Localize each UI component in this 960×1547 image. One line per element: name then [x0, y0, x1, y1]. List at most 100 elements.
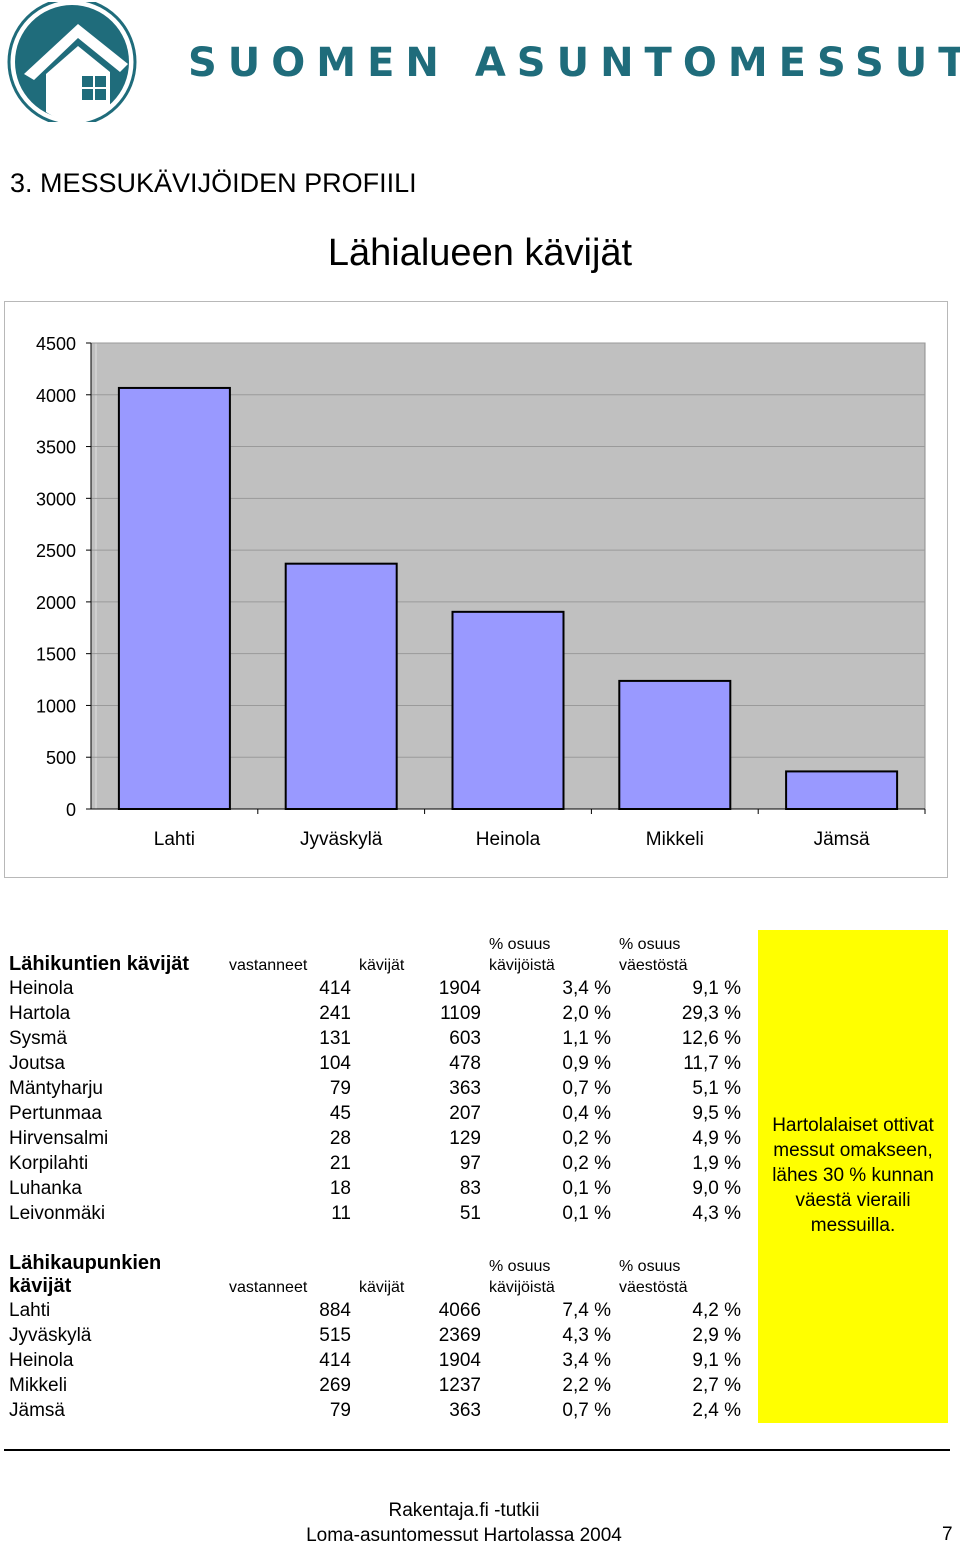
col-header-share-visitors-line2: kävijöistä [489, 957, 555, 974]
y-tick-label: 2500 [36, 541, 76, 561]
cell-share-population: 4,2 % [692, 1299, 741, 1321]
cell-visitors: 1109 [440, 1002, 481, 1024]
cell-share-population: 2,9 % [692, 1324, 741, 1346]
nearby-municipalities-table: Lähikuntien kävijät vastanneet kävijät %… [9, 928, 741, 1226]
table-row: Jämsä 79 363 0,7 % 2,4 % [9, 1398, 741, 1423]
table-row: Korpilahti 21 97 0,2 % 1,9 % [9, 1151, 741, 1176]
table-row: Jyväskylä 515 2369 4,3 % 2,9 % [9, 1323, 741, 1348]
table-title-line1: Lähikaupunkien [9, 1252, 162, 1274]
cell-share-population: 2,7 % [692, 1374, 741, 1396]
table-title: Lähikuntien kävijät [9, 953, 190, 975]
cell-visitors: 363 [449, 1399, 481, 1421]
cell-share-visitors: 0,7 % [562, 1077, 611, 1099]
cell-name: Leivonmäki [9, 1202, 106, 1224]
cell-visitors: 363 [449, 1077, 481, 1099]
cell-share-visitors: 0,1 % [562, 1177, 611, 1199]
table-row: Joutsa 104 478 0,9 % 11,7 % [9, 1051, 741, 1076]
cell-visitors: 603 [449, 1027, 481, 1049]
cell-share-population: 12,6 % [681, 1027, 741, 1049]
x-tick-label: Heinola [476, 829, 541, 850]
cell-respondents: 515 [319, 1324, 351, 1346]
cell-respondents: 18 [329, 1177, 351, 1199]
table-row: Lahti 884 4066 7,4 % 4,2 % [9, 1298, 741, 1323]
cell-share-visitors: 0,9 % [562, 1052, 611, 1074]
cell-name: Lahti [9, 1299, 51, 1321]
bar-chart: 0 500 1000 1500 2000 2500 3000 3500 4000 4500 Laht… [4, 301, 948, 878]
cell-visitors: 478 [449, 1052, 481, 1074]
x-tick-label: Mikkeli [646, 829, 704, 850]
cell-name: Hirvensalmi [9, 1127, 109, 1149]
table-row: Mikkeli 269 1237 2,2 % 2,7 % [9, 1373, 741, 1398]
cell-share-visitors: 0,2 % [562, 1127, 611, 1149]
page-number: 7 [942, 1524, 953, 1545]
cell-share-visitors: 0,7 % [562, 1399, 611, 1421]
table-row: Leivonmäki 11 51 0,1 % 4,3 % [9, 1201, 741, 1226]
col-header-visitors: kävijät [359, 957, 405, 974]
cell-respondents: 28 [329, 1127, 351, 1149]
cell-visitors: 2369 [438, 1324, 481, 1346]
table-row: Mäntyharju 79 363 0,7 % 5,1 % [9, 1076, 741, 1101]
col-header-visitors: kävijät [359, 1279, 405, 1296]
cell-respondents: 414 [319, 977, 351, 999]
cell-share-population: 9,1 % [692, 977, 741, 999]
cell-respondents: 884 [319, 1299, 351, 1321]
y-tick-label: 4500 [36, 334, 76, 354]
cell-share-population: 9,5 % [692, 1102, 741, 1124]
nearby-cities-table: Lähikaupunkien kävijät vastanneet kävijät… [9, 1250, 741, 1423]
cell-visitors: 207 [449, 1102, 481, 1124]
table-header-row: Lähikaupunkien kävijät vastanneet kävijät… [9, 1250, 741, 1298]
cell-share-visitors: 0,4 % [562, 1102, 611, 1124]
table-row: Heinola 414 1904 3,4 % 9,1 % [9, 1348, 741, 1373]
cell-share-population: 9,1 % [692, 1349, 741, 1371]
chart-title: Lähialueen kävijät [327, 232, 633, 274]
cell-name: Mikkeli [9, 1374, 68, 1396]
col-header-respondents: vastanneet [229, 1279, 308, 1296]
cell-respondents: 131 [319, 1027, 351, 1049]
cell-respondents: 269 [319, 1374, 351, 1396]
table-row: Hartola 241 1109 2,0 % 29,3 % [9, 1001, 741, 1026]
col-header-share-visitors-line2: kävijöistä [489, 1279, 555, 1296]
cell-share-visitors: 0,1 % [562, 1202, 611, 1224]
cell-share-visitors: 0,2 % [562, 1152, 611, 1174]
table-header-row: Lähikuntien kävijät vastanneet kävijät %… [9, 928, 741, 976]
y-tick-label: 1000 [36, 696, 76, 716]
footer-line-2: Loma-asuntomessut Hartolassa 2004 [306, 1525, 622, 1546]
col-header-share-population: % osuus väestöstä [611, 1250, 741, 1298]
cell-name: Pertunmaa [9, 1102, 102, 1124]
cell-respondents: 45 [329, 1102, 351, 1124]
cell-name: Jämsä [9, 1399, 65, 1421]
col-header-share-visitors-line1: % osuus [489, 1258, 551, 1275]
bar-jämsä [785, 770, 899, 810]
bar-lahti [117, 386, 231, 810]
table-title-line2: kävijät [9, 1275, 72, 1297]
y-tick-label: 3500 [36, 438, 76, 458]
col-header-share-visitors-line1: % osuus [489, 936, 551, 953]
y-tick-label: 2000 [36, 593, 76, 613]
cell-visitors: 1237 [438, 1374, 481, 1396]
col-header-share-population-line1: % osuus [619, 1258, 681, 1275]
cell-name: Sysmä [9, 1027, 68, 1049]
cell-share-population: 4,9 % [692, 1127, 741, 1149]
y-tick-label: 4000 [36, 386, 76, 406]
x-tick-label: Jämsä [814, 829, 870, 850]
col-header-respondents: vastanneet [229, 957, 308, 974]
cell-name: Joutsa [9, 1052, 65, 1074]
brand-name: SUOMEN ASUNTOMESSUT [188, 40, 960, 86]
table-row: Heinola 414 1904 3,4 % 9,1 % [9, 976, 741, 1001]
y-tick-label: 1500 [36, 645, 76, 665]
cell-share-population: 5,1 % [692, 1077, 741, 1099]
cell-respondents: 241 [319, 1002, 351, 1024]
table-row: Sysmä 131 603 1,1 % 12,6 % [9, 1026, 741, 1051]
cell-share-visitors: 2,2 % [562, 1374, 611, 1396]
cell-visitors: 51 [459, 1202, 481, 1224]
cell-share-population: 2,4 % [692, 1399, 741, 1421]
section-title: 3. MESSUKÄVIJÖIDEN PROFIILI [10, 168, 417, 198]
y-tick-label: 500 [46, 748, 76, 768]
col-header-share-visitors: % osuus kävijöistä [481, 928, 611, 976]
cell-share-visitors: 2,0 % [562, 1002, 611, 1024]
x-tick-label: Lahti [154, 829, 195, 850]
y-tick-label: 0 [66, 800, 76, 820]
col-header-share-population: % osuus väestöstä [611, 928, 741, 976]
cell-visitors: 1904 [438, 977, 481, 999]
col-header-share-population-line2: väestöstä [619, 957, 688, 974]
